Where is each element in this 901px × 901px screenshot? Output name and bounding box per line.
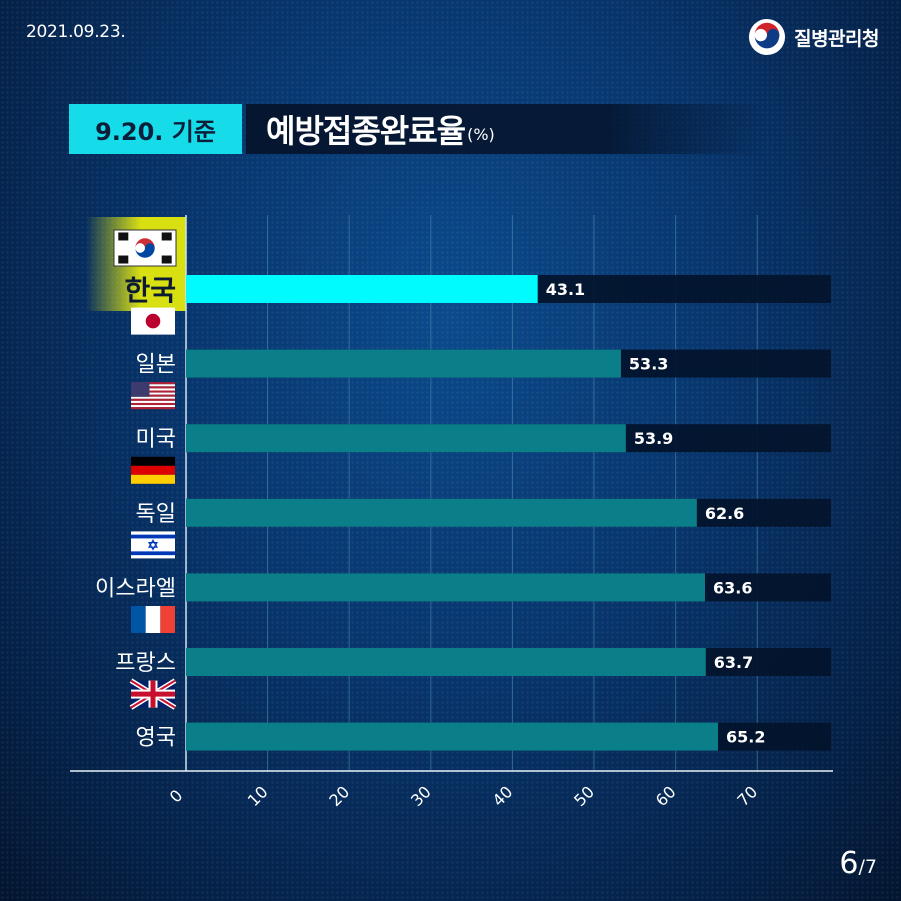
bar [186,722,719,751]
x-tick-label: 20 [325,782,353,810]
org-name: 질병관리청 [794,27,879,50]
flag-japan-icon [131,307,175,335]
x-tick-label: 30 [407,782,435,810]
flag-uk-icon [129,678,177,710]
bar-value-label: 63.7 [714,653,753,672]
bar [186,498,697,527]
page-current: 6 [839,846,859,881]
title-main-box: 예방접종완료율 (%) [246,104,766,154]
page-indicator: 6/7 [839,846,877,881]
taegeuk-logo-icon [749,18,786,56]
bar-value-label: 53.3 [629,355,668,374]
bar-value-label: 65.2 [726,728,765,747]
category-label: 영국 [136,726,176,751]
x-tick-label: 70 [733,782,761,810]
category-label: 독일 [136,502,176,527]
bar-value-label: 63.6 [713,578,752,597]
page-total: /7 [858,856,878,878]
category-label: 프랑스 [115,651,176,676]
chart-title-unit: (%) [467,124,495,144]
category-label: 한국 [124,274,176,307]
bar [186,275,538,303]
flag-usa-icon [131,382,175,410]
x-tick-label: 60 [652,782,680,810]
org-logo: 질병관리청 [748,18,879,56]
category-label: 일본 [136,353,176,378]
x-tick-label: 40 [489,782,517,810]
category-label: 이스라엘 [95,576,176,601]
flag-france-icon [131,606,175,633]
bar [186,349,621,378]
bar [186,648,706,676]
flag-germany-icon [131,456,175,484]
bar [186,424,626,453]
bar-value-label: 62.6 [705,504,744,523]
x-tick-label: 10 [244,782,272,810]
bar [186,573,705,602]
date-label: 2021.09.23. [26,22,126,42]
x-tick-label: 50 [570,782,598,810]
flag-korea-icon [113,229,177,267]
bar-value-label: 53.9 [634,429,673,448]
category-label: 미국 [136,427,176,452]
bar-value-label: 43.1 [546,280,585,299]
chart-title: 예방접종완료율 [266,112,466,150]
title-date-label: 9.20. 기준 [69,104,242,154]
title-bar: 9.20. 기준 예방접종완료율 (%) [69,104,766,154]
flag-israel-icon [131,531,175,559]
x-tick-label: 0 [166,786,187,807]
